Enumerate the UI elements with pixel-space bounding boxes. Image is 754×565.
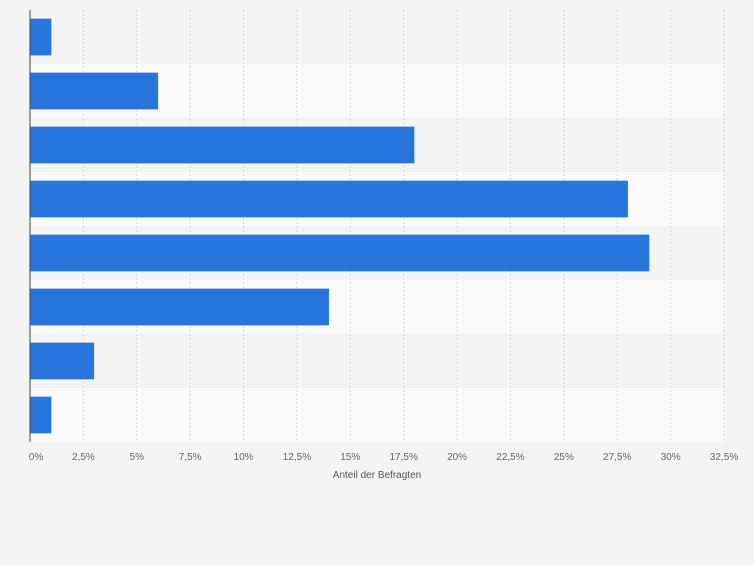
x-tick-label: 20%: [447, 452, 467, 463]
bar: [30, 288, 329, 326]
row-band: [30, 334, 724, 388]
x-tick-label: 2,5%: [72, 452, 95, 463]
row-band: [30, 388, 724, 442]
gridlines: [82, 10, 725, 442]
bar: [30, 180, 628, 218]
bars: [30, 18, 650, 434]
x-tick-label: 32,5%: [710, 452, 738, 463]
bar: [30, 396, 52, 434]
x-tick-label: 5%: [130, 452, 145, 463]
x-tick-label: 12,5%: [283, 452, 311, 463]
bar: [30, 342, 95, 380]
x-tick-label: 15%: [340, 452, 360, 463]
x-tick-labels: 0% 2,5% 5% 7,5% 10% 12,5% 15% 17,5% 20% 22,5% 25% 2…: [29, 452, 739, 463]
row-band: [30, 10, 724, 64]
x-tick-label: 27,5%: [603, 452, 631, 463]
bar: [30, 234, 650, 272]
x-tick-label: 22,5%: [496, 452, 524, 463]
x-tick-label: 30%: [661, 452, 681, 463]
x-tick-label: 17,5%: [390, 452, 418, 463]
x-tick-label: 7,5%: [179, 452, 202, 463]
x-tick-label: 25%: [554, 452, 574, 463]
bar: [30, 126, 415, 164]
x-tick-label: 0%: [29, 452, 44, 463]
bar: [30, 72, 159, 110]
bar: [30, 18, 52, 56]
x-axis-label: Anteil der Befragten: [333, 470, 421, 481]
x-tick-label: 10%: [234, 452, 254, 463]
